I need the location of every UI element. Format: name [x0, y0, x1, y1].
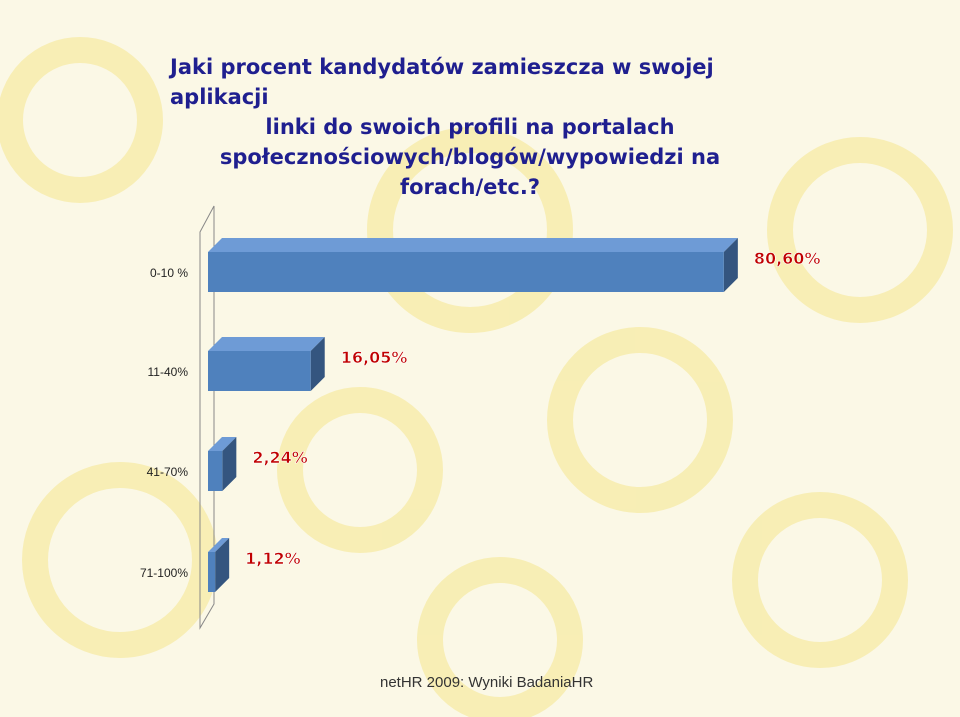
bar-top-face — [208, 538, 230, 552]
bar-top-face — [208, 437, 237, 451]
bar-side-face — [723, 238, 738, 292]
title-line-4: forach/etc.? — [399, 175, 541, 199]
bar-side-face — [215, 538, 230, 592]
category-label: 41-70% — [147, 465, 189, 479]
bar-top-face — [208, 238, 738, 252]
bar — [208, 351, 311, 391]
data-label: 2,24% — [252, 448, 308, 467]
category-label: 11-40% — [148, 365, 189, 379]
bar-top-face — [208, 337, 325, 351]
title-line-3: społecznościowych/blogów/wypowiedzi na — [219, 145, 721, 169]
footer-source: netHR 2009: Wyniki BadaniaHR — [380, 674, 594, 691]
data-label: 1,12% — [245, 549, 301, 568]
title-line-2: linki do swoich profili na portalach — [265, 115, 675, 139]
bar-side-face — [222, 437, 237, 491]
bar — [208, 252, 724, 292]
bar — [208, 552, 216, 592]
data-label: 16,05% — [341, 348, 408, 367]
bar-side-face — [310, 337, 325, 391]
bar — [208, 451, 223, 491]
title-line-1: Jaki procent kandydatów zamieszcza w swo… — [170, 55, 714, 109]
axis-wall — [199, 205, 215, 630]
data-label: 80,60% — [754, 249, 821, 268]
chart-title: Jaki procent kandydatów zamieszcza w swo… — [140, 52, 800, 202]
category-label: 0-10 % — [150, 266, 188, 280]
category-label: 71-100% — [140, 566, 188, 580]
